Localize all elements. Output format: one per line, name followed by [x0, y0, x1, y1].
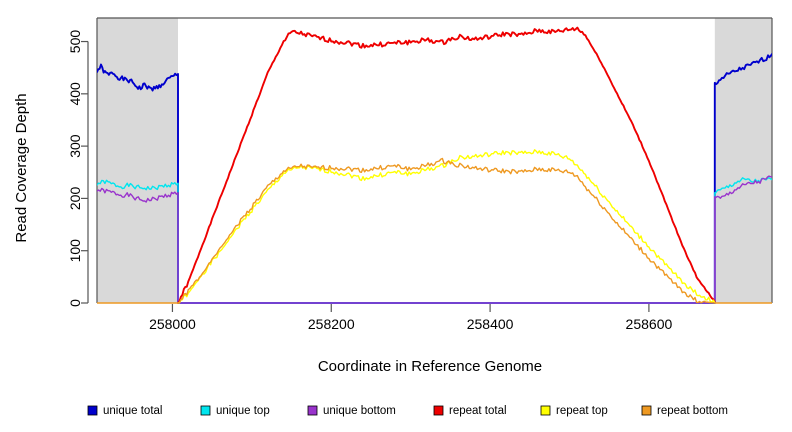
series-layer [97, 26, 772, 304]
y-axis: 0 100 200 300 400 500 [67, 30, 89, 307]
x-axis: 258000 258200 258400 258600 [149, 304, 672, 332]
series-repeat-bottom [97, 157, 772, 304]
x-tick-label-258200: 258200 [308, 316, 355, 332]
legend-swatch-unique-total [87, 405, 98, 416]
y-tick-label-400: 400 [67, 82, 83, 106]
legend-swatch-repeat-top [540, 405, 551, 416]
y-tick-label-200: 200 [67, 187, 83, 211]
legend-swatch-repeat-bottom [641, 405, 652, 416]
legend-swatch-repeat-total [433, 405, 444, 416]
legend-label-repeat-total: repeat total [449, 405, 507, 417]
shaded-region-right-flank [714, 18, 772, 303]
legend-label-unique-total: unique total [103, 405, 162, 417]
legend-label-unique-top: unique top [216, 405, 270, 417]
plot-frame [96, 17, 773, 303]
legend-swatch-unique-top [200, 405, 211, 416]
legend-label-repeat-bottom: repeat bottom [657, 405, 728, 417]
chart-legend: unique total unique top unique bottom repea… [87, 405, 728, 417]
x-axis-title: Coordinate in Reference Genome [318, 358, 542, 375]
shaded-flank-regions [97, 18, 772, 303]
y-tick-label-100: 100 [67, 239, 83, 263]
legend-label-unique-bottom: unique bottom [323, 405, 396, 417]
x-tick-label-258000: 258000 [149, 316, 196, 332]
series-repeat-top [177, 149, 716, 304]
y-tick-label-0: 0 [67, 299, 83, 307]
legend-label-repeat-top: repeat top [556, 405, 608, 417]
y-tick-label-500: 500 [67, 30, 83, 54]
y-tick-label-300: 300 [67, 134, 83, 158]
legend-swatch-unique-bottom [307, 405, 318, 416]
series-unique-bottom [97, 175, 772, 304]
series-repeat-total [177, 26, 716, 304]
x-tick-label-258600: 258600 [626, 316, 673, 332]
x-tick-label-258400: 258400 [467, 316, 514, 332]
y-axis-title: Read Coverage Depth [13, 93, 30, 242]
shaded-region-left-flank [97, 18, 178, 303]
